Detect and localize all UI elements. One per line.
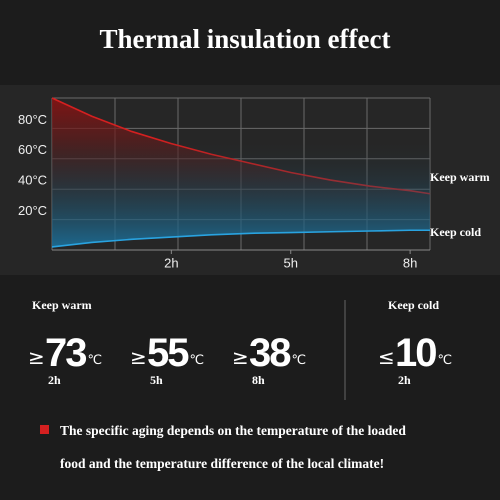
x-tick-label: 2h [164, 255, 178, 270]
stat-time: 2h [398, 373, 411, 387]
stat-unit: ℃ [88, 353, 103, 368]
stat-value: 10 [395, 331, 436, 375]
legend-label: Keep cold [430, 225, 481, 239]
line [51, 229, 430, 248]
stats: ≥73 ℃2h≥ 55 ℃5h≥ 38 ℃8h≤ 10 ℃2h [28, 331, 452, 387]
title: Thermal insulation effect [100, 24, 391, 54]
stats-label: Keep warm [32, 298, 92, 312]
x-tick-label: 8h [403, 255, 417, 270]
stat-time: 8h [252, 373, 265, 387]
stat-value: 55 [147, 331, 189, 375]
chart: 20°C 40°C 60°C 80°C 2h 5h 8h Keep warm Keep cold [18, 97, 490, 270]
stat-value: 73 [45, 331, 86, 375]
stat-prefix: ≥ [232, 345, 249, 369]
stat-time: 2h [48, 373, 61, 387]
stat-prefix: ≥ [28, 345, 45, 369]
y-tick-label: 60°C [18, 142, 47, 157]
stat-value: 38 [249, 331, 291, 375]
stat-prefix: ≤ [378, 345, 395, 369]
note-line: food and the temperature difference of t… [60, 456, 384, 471]
stat-unit: ℃ [292, 353, 307, 368]
area-fill [52, 138, 430, 247]
x-tick-label: 5h [284, 255, 298, 270]
stats-label: Keep cold [388, 298, 439, 312]
bullet [40, 425, 49, 434]
y-tick-label: 20°C [18, 203, 47, 218]
stat-prefix: ≥ [130, 345, 147, 369]
stat-unit: ℃ [190, 353, 205, 368]
stat-time: 5h [150, 373, 163, 387]
y-tick-label: 40°C [18, 173, 47, 188]
note-line: The specific aging depends on the temper… [60, 423, 406, 438]
legend-label: Keep warm [430, 170, 490, 184]
y-tick-label: 80°C [18, 112, 47, 127]
stat-unit: ℃ [438, 353, 453, 368]
